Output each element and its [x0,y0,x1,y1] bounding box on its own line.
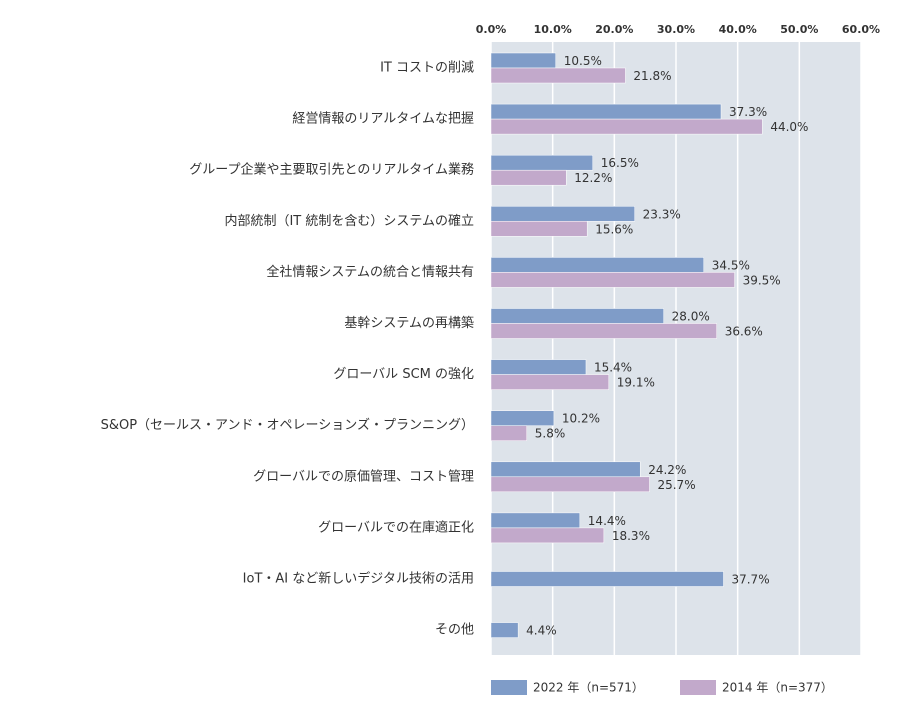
bar [490,527,605,544]
bar [490,571,724,587]
bar [490,206,635,222]
value-label: 15.4% [594,361,632,375]
bar [490,221,588,237]
category-label: 内部統制（IT 統制を含む）システムの確立 [224,213,474,229]
bar [490,118,763,135]
value-label: 34.5% [712,258,750,272]
x-tick-label: 20.0% [595,23,633,36]
category-label: IT コストの削減 [380,60,474,76]
value-label: 36.6% [725,325,763,339]
value-label: 10.5% [564,54,602,68]
legend-swatch [680,680,716,695]
bar [490,67,626,84]
value-label: 37.7% [731,573,769,587]
value-label: 25.7% [657,478,695,492]
category-label: 全社情報システムの統合と情報共有 [266,264,474,280]
bar [490,52,556,69]
category-label: IoT・AI など新しいデジタル技術の活用 [243,571,474,587]
category-label: 経営情報のリアルタイムな把握 [292,112,474,127]
legend-label: 2022 年（n=571） [533,681,644,695]
value-label: 39.5% [743,273,781,287]
category-label: グローバル SCM の強化 [333,367,474,382]
bar [490,476,650,493]
bar [490,461,641,478]
bar [490,512,581,529]
bar [490,272,735,288]
bar [490,410,555,426]
value-label: 12.2% [574,171,612,185]
value-label: 28.0% [672,310,710,324]
category-label: S&OP（セールス・アンド・オペレーションズ・プランニング） [101,417,474,433]
value-label: 23.3% [643,207,681,221]
bar [490,103,722,120]
bar [490,257,704,273]
category-label: グローバルでの在庫適正化 [318,519,474,535]
value-label: 14.4% [588,514,626,528]
category-label: グローバルでの原価管理、コスト管理 [253,469,474,484]
bar [490,359,587,375]
value-label: 21.8% [633,69,671,83]
bar [490,374,610,390]
value-label: 15.6% [595,222,633,236]
bar [490,169,567,186]
x-tick-label: 40.0% [719,23,757,36]
bar [490,323,717,339]
value-label: 24.2% [648,463,686,477]
bar [490,308,664,324]
x-tick-label: 10.0% [534,23,572,36]
bar [490,622,519,638]
bar [490,425,528,441]
x-tick-label: 0.0% [476,23,507,36]
value-label: 16.5% [601,156,639,170]
category-label: その他 [435,623,474,638]
value-label: 18.3% [612,529,650,543]
value-label: 44.0% [770,120,808,134]
x-tick-label: 30.0% [657,23,695,36]
legend-label: 2014 年（n=377） [722,681,833,695]
value-label: 37.3% [729,105,767,119]
bar [490,154,593,171]
value-label: 19.1% [617,376,655,390]
category-label: グループ企業や主要取引先とのリアルタイム業務 [189,162,474,178]
value-label: 4.4% [526,624,557,638]
value-label: 10.2% [562,412,600,426]
category-label: 基幹システムの再構築 [344,315,474,331]
x-tick-label: 50.0% [780,23,818,36]
x-tick-label: 60.0% [842,23,880,36]
legend-swatch [491,680,527,695]
value-label: 5.8% [535,427,566,441]
